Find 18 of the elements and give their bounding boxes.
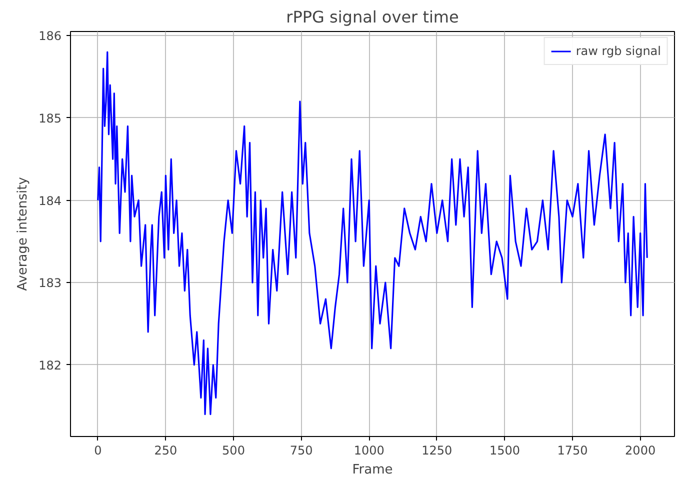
x-tick-label: 1000 — [354, 444, 384, 458]
chart-title: rPPG signal over time — [286, 8, 459, 26]
x-tick-label: 1250 — [422, 444, 452, 458]
x-tick-label: 250 — [154, 444, 178, 458]
x-tick-label: 0 — [94, 444, 102, 458]
x-tick-label: 1750 — [557, 444, 588, 458]
y-tick-label: 183 — [38, 276, 62, 290]
x-tick-label: 750 — [290, 444, 313, 458]
y-tick-label: 184 — [38, 194, 62, 208]
legend-label: raw rgb signal — [576, 44, 661, 58]
x-tick-label: 2000 — [625, 444, 656, 458]
x-axis-title: Frame — [352, 462, 393, 478]
y-tick-label: 182 — [38, 358, 62, 372]
x-tick-label: 1500 — [489, 444, 520, 458]
y-tick-label: 185 — [38, 111, 62, 126]
x-tick-label: 500 — [222, 444, 245, 458]
y-tick-label: 186 — [38, 29, 62, 44]
y-axis-title: Average intensity — [16, 176, 31, 291]
